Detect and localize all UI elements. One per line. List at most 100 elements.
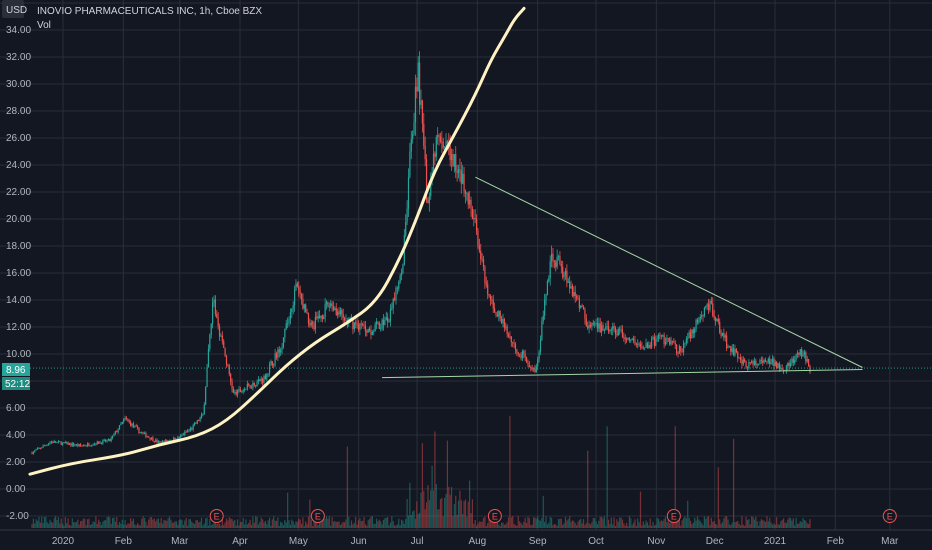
volume-bar — [400, 519, 403, 528]
volume-bar — [150, 516, 153, 528]
wedge-upper-trendline[interactable] — [475, 176, 863, 368]
time-axis[interactable]: 2020 Feb Mar Apr May Jun Jul Aug Sep Oct Nov Dec 202… — [52, 536, 899, 547]
volume-bar — [434, 431, 436, 528]
candle — [492, 294, 494, 314]
volume-bar — [741, 516, 743, 528]
candle — [395, 285, 397, 305]
candle — [214, 295, 216, 317]
volume-bar — [805, 520, 807, 528]
volume-bar — [680, 525, 682, 528]
volume-bar — [275, 520, 278, 528]
volume-bar — [95, 516, 97, 528]
volume-bar — [374, 523, 376, 528]
candle — [249, 384, 251, 389]
candle — [548, 275, 550, 283]
volume-bar — [413, 510, 415, 528]
candle — [136, 424, 139, 430]
volume-bar — [148, 519, 150, 528]
candle — [325, 300, 328, 310]
candle — [556, 249, 558, 270]
candle — [789, 358, 792, 368]
candle — [213, 295, 215, 308]
candle — [563, 271, 565, 282]
volume-bar — [430, 490, 432, 528]
earnings-marker[interactable]: E — [487, 509, 502, 523]
candle — [731, 344, 733, 355]
candle — [657, 333, 660, 342]
volume-bar — [512, 516, 514, 528]
volume-bar — [530, 525, 532, 528]
candle — [309, 318, 311, 328]
volume-bar — [576, 525, 578, 528]
volume-bar — [667, 516, 669, 528]
candle — [181, 433, 183, 437]
candle — [626, 337, 628, 344]
candle — [189, 426, 191, 432]
volume-bar — [676, 518, 678, 528]
volume-bar — [50, 522, 53, 528]
earnings-marker[interactable]: E — [882, 509, 897, 523]
candle — [184, 430, 186, 437]
candle — [792, 355, 794, 367]
volume-bar — [177, 524, 179, 528]
volume-bar — [746, 520, 749, 528]
candle — [495, 311, 497, 318]
candle — [237, 389, 239, 398]
volume-bar — [735, 521, 737, 528]
volume-bar — [298, 518, 300, 528]
volume-bar — [202, 525, 204, 528]
candle — [141, 431, 143, 435]
volume-bar — [189, 519, 191, 528]
candle — [367, 328, 369, 333]
candle — [416, 77, 418, 99]
candle — [806, 355, 808, 364]
brush-curve[interactable] — [28, 6, 526, 476]
volume-bar — [769, 517, 771, 528]
volume-bar — [760, 519, 762, 528]
volume-bar — [60, 518, 62, 528]
volume-bar — [438, 509, 440, 528]
candle — [68, 442, 71, 445]
candle — [174, 437, 176, 441]
volume-bar — [193, 524, 196, 528]
volume-bar — [225, 518, 228, 528]
candle — [434, 151, 436, 166]
volume-bar — [705, 518, 707, 528]
candle — [81, 445, 83, 447]
volume-bar — [96, 523, 98, 528]
candle — [488, 293, 490, 298]
candle — [271, 360, 273, 368]
earnings-marker[interactable]: E — [666, 509, 681, 523]
volume-bar — [463, 501, 465, 528]
candle — [338, 307, 340, 318]
candle — [380, 323, 382, 332]
x-tick-label: Sep — [529, 536, 547, 547]
volume-bar — [428, 499, 430, 528]
candle — [562, 260, 564, 280]
volume-bar — [694, 517, 696, 528]
volume-bar — [614, 525, 617, 528]
candle — [318, 310, 321, 319]
volume-bar — [520, 523, 522, 528]
candle — [527, 359, 529, 368]
volume-bar — [142, 516, 144, 528]
candle — [706, 302, 708, 311]
volume-bar — [406, 499, 408, 528]
earnings-marker[interactable]: E — [209, 509, 224, 523]
volume-bar — [488, 518, 490, 528]
volume-bar — [184, 520, 186, 528]
volume-bar — [469, 480, 471, 528]
volume-bar — [682, 517, 685, 528]
wedge-lower-trendline[interactable] — [382, 369, 863, 379]
earnings-marker[interactable]: E — [310, 509, 325, 523]
x-tick-label: 2021 — [764, 536, 787, 547]
volume-indicator-label[interactable]: Vol — [37, 20, 51, 31]
volume-bar — [174, 521, 176, 528]
candle — [726, 331, 728, 352]
volume-bar — [559, 518, 561, 528]
symbol-title[interactable]: INOVIO PHARMACEUTICALS INC, 1h, Cboe BZX — [37, 6, 262, 17]
volume-bar — [312, 525, 314, 528]
volume-bar — [698, 519, 700, 528]
